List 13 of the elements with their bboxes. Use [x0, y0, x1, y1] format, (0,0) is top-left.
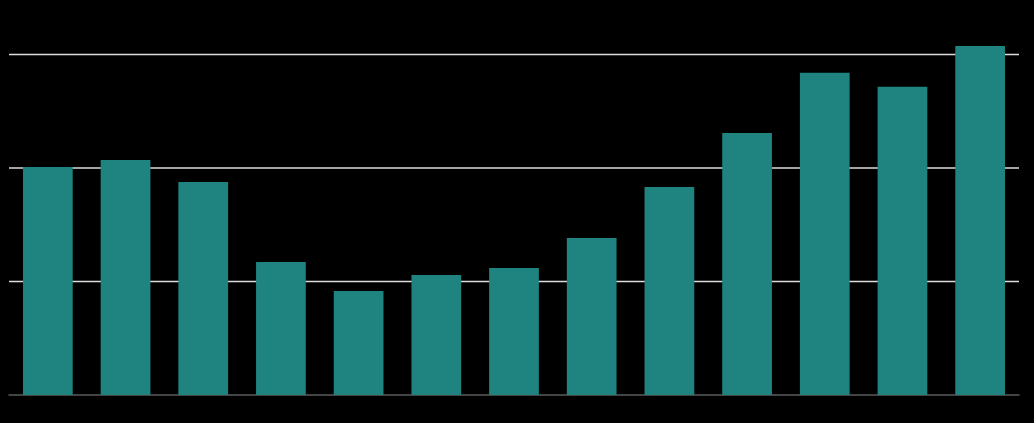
bar	[566, 237, 617, 395]
bar	[722, 132, 772, 395]
bar	[256, 262, 306, 395]
bar	[100, 160, 151, 395]
bar	[799, 72, 850, 395]
bar	[955, 46, 1006, 395]
bar	[178, 182, 229, 395]
bar	[333, 291, 384, 395]
bar	[489, 267, 539, 395]
bar	[877, 86, 928, 395]
bar	[644, 187, 695, 395]
bar	[411, 274, 462, 395]
bar	[22, 167, 73, 395]
